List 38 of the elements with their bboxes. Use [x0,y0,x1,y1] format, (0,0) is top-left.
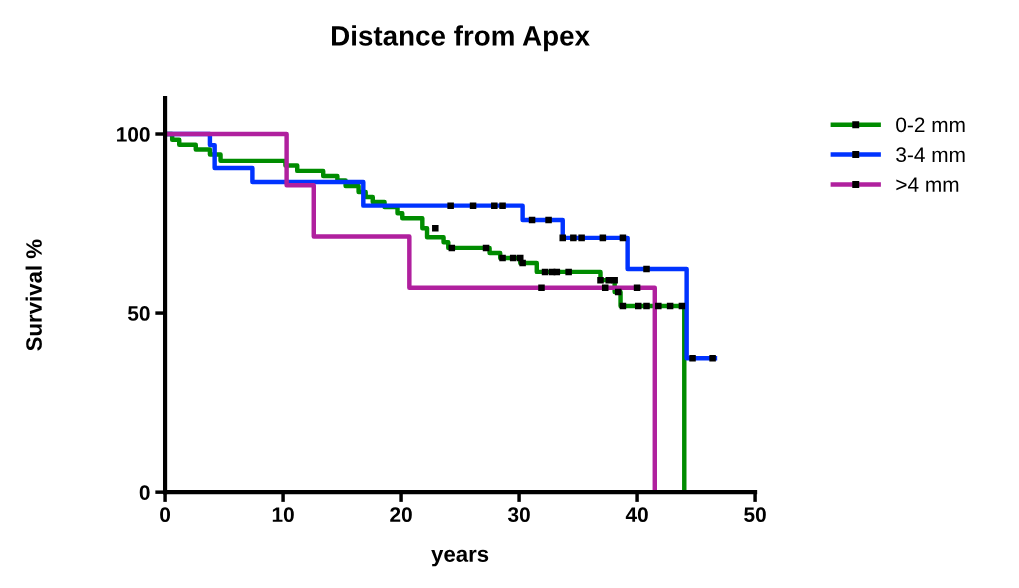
point [635,302,642,310]
legend-label: >4 mm [896,177,959,192]
point [643,302,650,310]
point [469,202,477,209]
point [499,202,506,209]
point [499,254,506,262]
point [538,284,545,291]
point [709,354,716,362]
y-axis-title: Survival % [25,239,42,351]
point [578,234,585,242]
x-tick-label: 20 [390,507,412,523]
point [570,234,577,242]
y-tick-label: 100 [117,127,150,142]
point [447,202,454,209]
point [601,284,609,291]
chart-title: Distance from Apex [332,25,590,52]
x-tick-label: 30 [507,507,530,523]
point [611,276,618,284]
point [565,268,572,276]
point [633,284,641,291]
point [643,265,650,273]
point [559,234,566,242]
x-tick-label: 50 [744,507,766,523]
y-tick-label: 0 [139,485,150,500]
point [597,276,604,284]
x-axis-title: years [431,549,489,567]
legend-label: 0-2 mm [896,117,965,133]
x-tick-label: 40 [625,507,648,523]
x-tick-label: 10 [272,507,294,523]
point [545,216,552,224]
point [519,259,526,267]
point [491,202,498,209]
point [432,224,439,232]
x-tick-label: 0 [160,507,171,523]
point [655,302,662,310]
legend-label: 3-4 mm [896,147,965,163]
point [689,354,696,362]
y-tick-label: 50 [127,306,150,321]
